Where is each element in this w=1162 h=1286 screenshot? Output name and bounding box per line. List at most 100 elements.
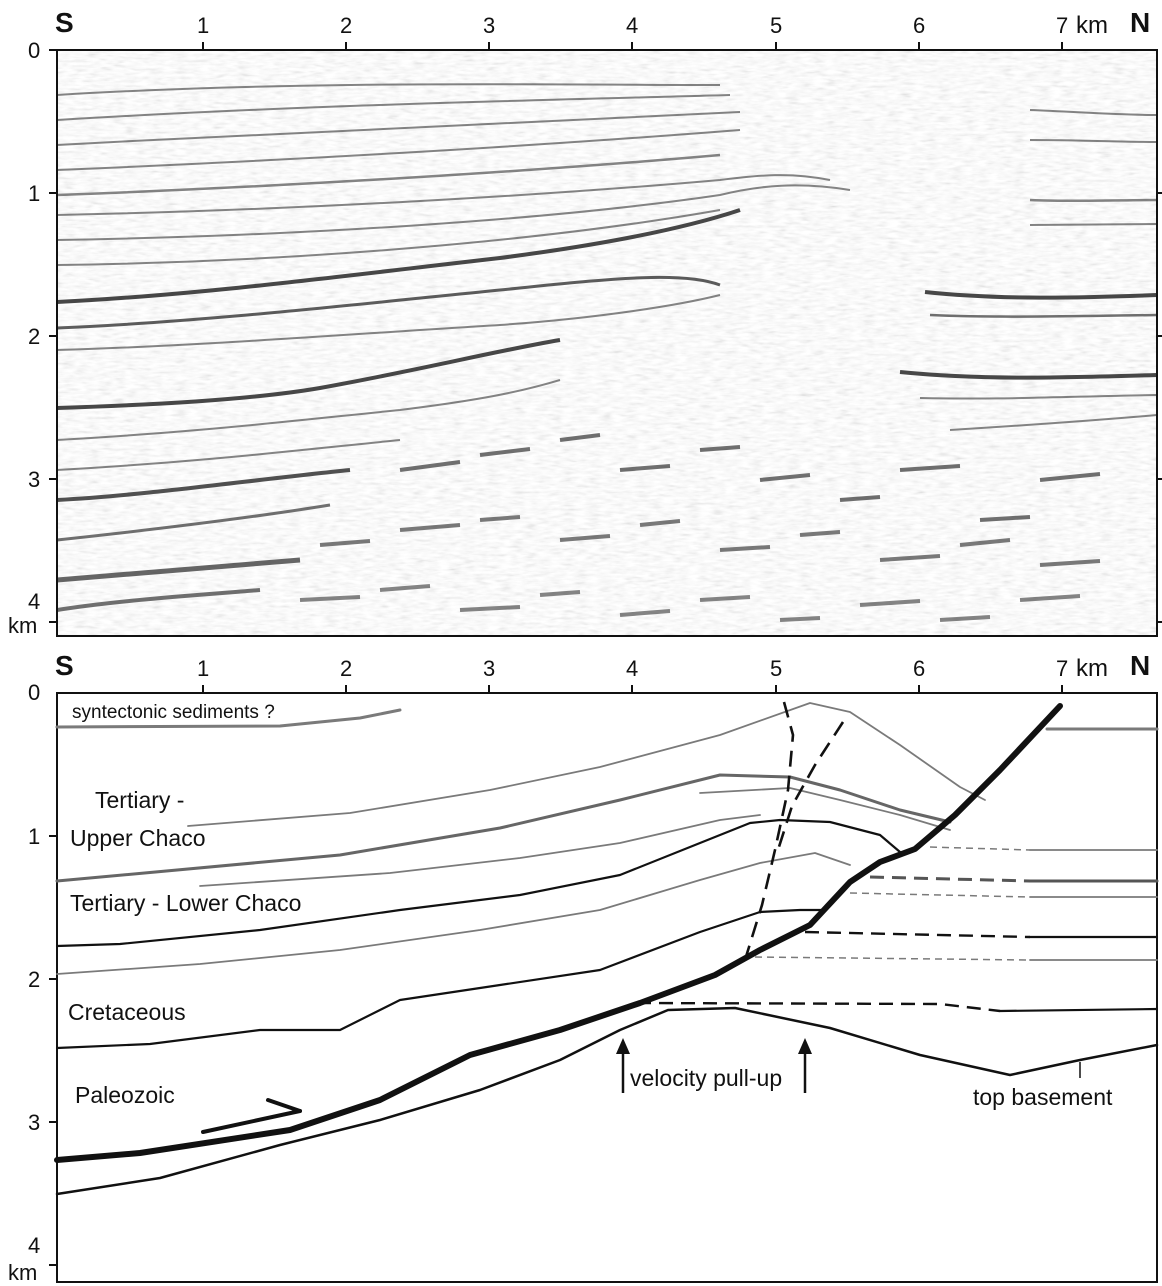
seismic-reflector bbox=[57, 275, 721, 330]
seismic-reflector bbox=[299, 584, 1081, 622]
horizon-syntectonic bbox=[55, 708, 402, 729]
seismic-reflector bbox=[57, 153, 721, 197]
bottom-panel-x-tick-label: 2 bbox=[340, 656, 352, 681]
horizon-tertiary-thin bbox=[187, 702, 986, 827]
bottom-panel-y-tick-label: 4 bbox=[28, 1233, 40, 1258]
top-panel-x-tick-label: 1 bbox=[197, 13, 209, 38]
top-panel-x-tick-label: 3 bbox=[483, 13, 495, 38]
seismic-reflector bbox=[1029, 139, 1157, 143]
velocity-pullup-arrows bbox=[616, 1038, 812, 1093]
back-thrust-fault bbox=[776, 721, 845, 851]
label-top-basement: top basement bbox=[973, 1084, 1113, 1110]
top-panel-y-ticks bbox=[49, 49, 1162, 623]
horizon-north bbox=[998, 1007, 1159, 1013]
horizon-upper-chaco-inner bbox=[699, 787, 951, 831]
horizon-lower-chaco bbox=[55, 818, 902, 948]
bottom-panel-x-tick-label: 4 bbox=[626, 656, 638, 681]
top-panel-y-tick-label: 1 bbox=[28, 181, 40, 206]
seismic-reflector bbox=[57, 174, 831, 216]
bottom-panel-north-label: N bbox=[1130, 650, 1150, 681]
seismic-reflector bbox=[929, 313, 1157, 318]
seismic-reflector bbox=[1029, 198, 1157, 203]
seismic-reflector bbox=[949, 414, 1157, 431]
seismic-reflector bbox=[57, 129, 741, 171]
horizon-tertiary-top bbox=[199, 814, 761, 887]
seismic-reflector bbox=[1029, 223, 1157, 226]
seismic-reflector bbox=[57, 503, 331, 542]
bottom-panel-x-ticks bbox=[202, 685, 1063, 693]
top-panel-x-unit: km bbox=[1076, 12, 1108, 39]
top-panel-y-tick-label: 3 bbox=[28, 467, 40, 492]
horizon-upper-chaco-base bbox=[55, 773, 952, 883]
interpretation-frame bbox=[56, 692, 1158, 1283]
top-panel-x-tick-label: 5 bbox=[770, 13, 782, 38]
label-syntectonic-sediments: syntectonic sediments ? bbox=[72, 702, 275, 723]
label-tertiary-lower-chaco: Tertiary - Lower Chaco bbox=[70, 890, 301, 916]
horizon-dashed bbox=[754, 956, 1031, 961]
back-thrust-fault bbox=[743, 701, 795, 961]
seismic-reflector bbox=[57, 294, 721, 351]
seismic-reflector bbox=[57, 111, 741, 146]
seismic-reflector bbox=[57, 557, 301, 583]
seismic-reflector bbox=[57, 94, 731, 121]
seismic-reflector bbox=[57, 83, 721, 96]
horizon-cretaceous-top bbox=[55, 908, 827, 1050]
top-panel-y-tick-label: 2 bbox=[28, 324, 40, 349]
label-tertiary-upper-line1: Tertiary - bbox=[95, 787, 184, 813]
top-panel-y-tick-label: 0 bbox=[28, 38, 40, 63]
bottom-panel-x-unit: km bbox=[1076, 655, 1108, 682]
seismic-reflector bbox=[899, 370, 1157, 380]
bottom-panel-y-tick-label: 0 bbox=[28, 680, 40, 705]
horizon-dashed bbox=[636, 1001, 1001, 1013]
bottom-panel-x-tick-label: 5 bbox=[770, 656, 782, 681]
label-tertiary-upper-line2: Upper Chaco bbox=[70, 825, 206, 851]
seismic-reflector bbox=[399, 433, 1101, 522]
horizon-dashed bbox=[929, 846, 1031, 851]
top-panel-x-tick-label: 6 bbox=[913, 13, 925, 38]
seismic-reflector bbox=[57, 184, 851, 241]
top-panel-x-ticks bbox=[202, 42, 1063, 50]
seismic-reflector bbox=[57, 468, 351, 502]
bottom-panel-south-label: S bbox=[55, 650, 74, 681]
bottom-panel-y-tick-label: 2 bbox=[28, 967, 40, 992]
top-panel-north-label: N bbox=[1130, 7, 1150, 38]
thrust-sense-arrow bbox=[201, 1098, 302, 1134]
interpretation-panel: S N 1 2 3 4 5 6 7 km 0 1 2 3 4 km syntec… bbox=[8, 650, 1159, 1285]
bottom-panel-x-tick-label: 3 bbox=[483, 656, 495, 681]
seismic-reflector bbox=[57, 439, 401, 471]
label-velocity-pullup: velocity pull-up bbox=[630, 1065, 782, 1091]
horizon-dashed bbox=[849, 892, 1031, 898]
top-panel-x-tick-label: 7 bbox=[1056, 13, 1068, 38]
horizon-dashed bbox=[869, 875, 1031, 883]
bottom-panel-y-tick-label: 1 bbox=[28, 824, 40, 849]
bottom-panel-x-tick-label: 1 bbox=[197, 656, 209, 681]
seismic-frame bbox=[56, 49, 1158, 637]
seismic-reflector bbox=[319, 515, 1101, 567]
seismic-reflector bbox=[57, 379, 561, 441]
bottom-panel-y-tick-label: 3 bbox=[28, 1110, 40, 1135]
top-panel-south-label: S bbox=[55, 7, 74, 38]
bottom-panel-y-ticks bbox=[49, 835, 57, 1266]
seismic-reflector bbox=[919, 394, 1157, 400]
seismic-reflector bbox=[924, 290, 1157, 300]
label-cretaceous: Cretaceous bbox=[68, 999, 186, 1025]
top-panel-x-tick-label: 4 bbox=[626, 13, 638, 38]
main-thrust-fault bbox=[54, 703, 1063, 1163]
top-panel-x-tick-label: 2 bbox=[340, 13, 352, 38]
bottom-panel-y-unit: km bbox=[8, 1260, 37, 1285]
label-paleozoic: Paleozoic bbox=[75, 1082, 175, 1108]
bottom-panel-x-tick-label: 6 bbox=[913, 656, 925, 681]
horizon-dashed bbox=[804, 930, 1031, 939]
seismic-reflector bbox=[1029, 109, 1157, 116]
seismic-reflector bbox=[57, 338, 561, 410]
seismic-reflector bbox=[57, 209, 721, 266]
bottom-panel-x-tick-label: 7 bbox=[1056, 656, 1068, 681]
horizon-lower-chaco-inner bbox=[56, 852, 851, 975]
top-panel-y-unit: km bbox=[8, 613, 37, 638]
seismic-texture bbox=[57, 50, 1157, 636]
horizon-paleozoic-base bbox=[55, 1006, 1159, 1196]
seismic-reflector bbox=[57, 588, 261, 612]
seismic-panel: S N 1 2 3 4 5 6 7 km 0 1 2 3 4 km bbox=[8, 7, 1162, 638]
top-panel-y-tick-label: 4 bbox=[28, 589, 40, 614]
